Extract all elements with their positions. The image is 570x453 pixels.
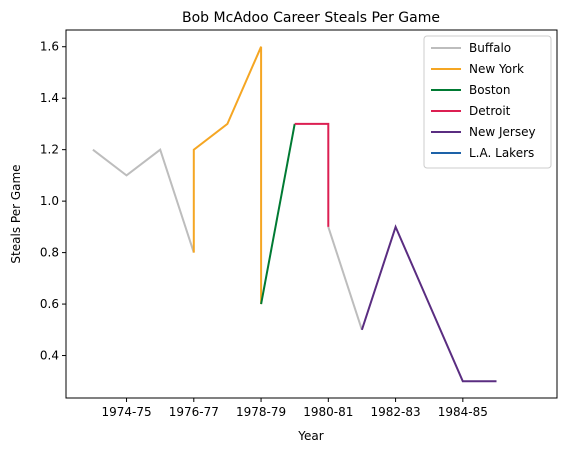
series-line-boston bbox=[260, 123, 296, 305]
y-axis-title: Steals Per Game bbox=[9, 164, 23, 263]
y-tick-label: 0.4 bbox=[40, 349, 59, 363]
y-tick-label: 1.4 bbox=[40, 91, 59, 105]
x-tick-label: 1978-79 bbox=[236, 405, 286, 419]
legend-label-l-a-lakers: L.A. Lakers bbox=[469, 146, 534, 160]
legend: Buffalo New York Boston Detroit New Jersey L.… bbox=[423, 35, 552, 169]
legend-label-boston: Boston bbox=[469, 83, 510, 97]
series-connector-line bbox=[327, 226, 363, 331]
y-tick-label: 1.2 bbox=[40, 143, 59, 157]
x-tick-label: 1976-77 bbox=[169, 405, 219, 419]
x-tick-label: 1980-81 bbox=[303, 405, 353, 419]
legend-label-new-jersey: New Jersey bbox=[469, 125, 536, 139]
chart-title: Bob McAdoo Career Steals Per Game bbox=[182, 10, 440, 26]
x-axis-title: Year bbox=[297, 429, 323, 443]
x-tick-label: 1984-85 bbox=[438, 405, 488, 419]
series-line-new-jersey bbox=[360, 224, 497, 383]
x-axis: 1974-75 1976-77 1978-79 1980-81 1982-83 1984-… bbox=[101, 398, 488, 419]
legend-label-new-york: New York bbox=[469, 62, 524, 76]
y-tick-label: 1.0 bbox=[40, 194, 59, 208]
legend-label-buffalo: Buffalo bbox=[469, 41, 511, 55]
y-axis: 0.4 0.6 0.8 1.0 1.2 1.4 1.6 bbox=[40, 40, 66, 363]
y-tick-label: 0.8 bbox=[40, 246, 59, 260]
series-line-detroit bbox=[294, 122, 330, 227]
legend-label-detroit: Detroit bbox=[469, 104, 511, 118]
y-tick-label: 1.6 bbox=[40, 40, 59, 54]
series-line-buffalo bbox=[92, 148, 195, 253]
y-tick-label: 0.6 bbox=[40, 297, 59, 311]
plot-frame bbox=[65, 29, 558, 399]
series-line-new-york bbox=[192, 46, 263, 305]
x-tick-label: 1982-83 bbox=[371, 405, 421, 419]
plot-lines bbox=[92, 46, 497, 383]
x-tick-label: 1974-75 bbox=[101, 405, 151, 419]
